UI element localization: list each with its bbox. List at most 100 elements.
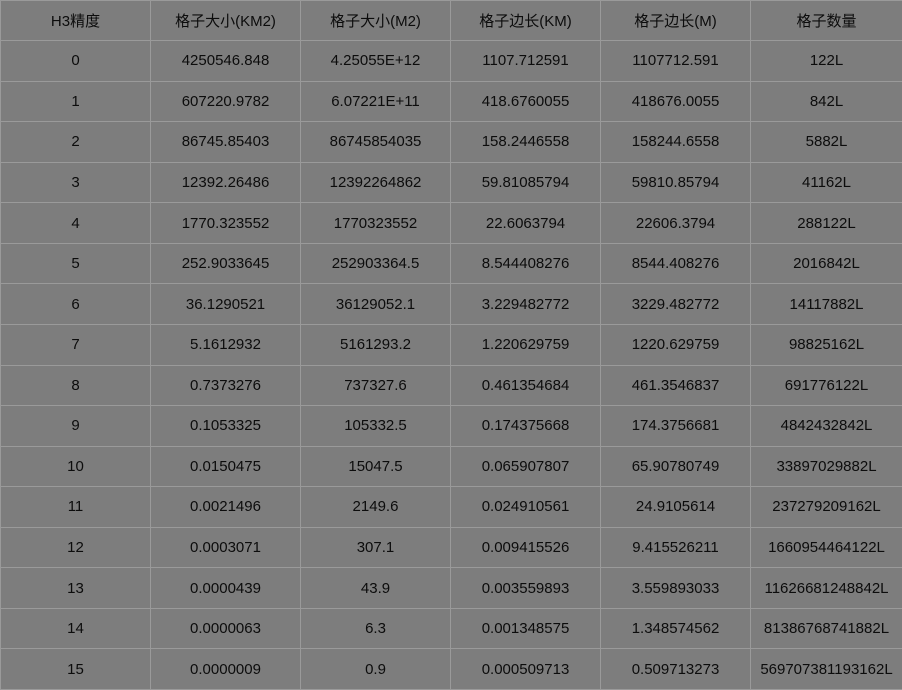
cell-count: 81386768741882L — [750, 607, 902, 650]
cell-edge-m: 0.509713273 — [600, 648, 751, 690]
table-row: 0 4250546.848 4.25055E+12 1107.712591 11… — [0, 40, 902, 82]
cell-edge-km: 0.001348575 — [450, 607, 601, 650]
cell-resolution: 8 — [0, 364, 151, 407]
cell-count: 288122L — [750, 202, 902, 244]
table-row: 6 36.1290521 36129052.1 3.229482772 3229… — [0, 283, 902, 325]
cell-area-m2: 6.3 — [300, 607, 451, 650]
cell-edge-m: 3229.482772 — [600, 283, 751, 325]
cell-edge-km: 0.461354684 — [450, 364, 601, 407]
table-row: 3 12392.26486 12392264862 59.81085794 59… — [0, 161, 902, 204]
table-row: 13 0.0000439 43.9 0.003559893 3.55989303… — [0, 567, 902, 609]
cell-area-m2: 2149.6 — [300, 486, 451, 528]
cell-resolution: 0 — [0, 40, 151, 82]
cell-resolution: 6 — [0, 283, 151, 325]
cell-edge-m: 65.90780749 — [600, 445, 751, 488]
cell-resolution: 7 — [0, 323, 151, 366]
cell-edge-m: 59810.85794 — [600, 161, 751, 204]
cell-count: 33897029882L — [750, 445, 902, 488]
table-row: 10 0.0150475 15047.5 0.065907807 65.9078… — [0, 445, 902, 488]
cell-resolution: 2 — [0, 121, 151, 163]
cell-edge-km: 1107.712591 — [450, 40, 601, 82]
cell-area-km2: 12392.26486 — [150, 161, 301, 204]
cell-resolution: 15 — [0, 648, 151, 690]
cell-area-km2: 36.1290521 — [150, 283, 301, 325]
cell-area-km2: 5.1612932 — [150, 323, 301, 366]
cell-edge-m: 8544.408276 — [600, 242, 751, 285]
cell-area-km2: 0.0003071 — [150, 526, 301, 569]
cell-edge-km: 3.229482772 — [450, 283, 601, 325]
cell-resolution: 12 — [0, 526, 151, 569]
cell-resolution: 4 — [0, 202, 151, 244]
cell-count: 1660954464122L — [750, 526, 902, 569]
table-row: 9 0.1053325 105332.5 0.174375668 174.375… — [0, 405, 902, 447]
cell-count: 2016842L — [750, 242, 902, 285]
cell-count: 14117882L — [750, 283, 902, 325]
cell-resolution: 13 — [0, 567, 151, 609]
cell-area-km2: 0.0150475 — [150, 445, 301, 488]
cell-area-m2: 43.9 — [300, 567, 451, 609]
cell-area-m2: 86745854035 — [300, 121, 451, 163]
cell-area-m2: 1770323552 — [300, 202, 451, 244]
cell-edge-km: 1.220629759 — [450, 323, 601, 366]
cell-area-km2: 0.1053325 — [150, 405, 301, 447]
cell-edge-m: 1220.629759 — [600, 323, 751, 366]
cell-edge-km: 0.000509713 — [450, 648, 601, 690]
cell-edge-m: 461.3546837 — [600, 364, 751, 407]
header-cell-count: 格子数量 — [750, 0, 902, 41]
cell-area-m2: 105332.5 — [300, 405, 451, 447]
cell-edge-km: 0.024910561 — [450, 486, 601, 528]
table-header: H3精度 格子大小(KM2) 格子大小(M2) 格子边长(KM) 格子边长(M)… — [0, 0, 902, 41]
cell-count: 98825162L — [750, 323, 902, 366]
cell-edge-km: 0.174375668 — [450, 405, 601, 447]
cell-edge-m: 1.348574562 — [600, 607, 751, 650]
cell-edge-km: 418.6760055 — [450, 80, 601, 123]
cell-edge-km: 0.003559893 — [450, 567, 601, 609]
cell-area-km2: 4250546.848 — [150, 40, 301, 82]
cell-edge-m: 9.415526211 — [600, 526, 751, 569]
cell-edge-m: 3.559893033 — [600, 567, 751, 609]
cell-edge-km: 8.544408276 — [450, 242, 601, 285]
header-cell-area-km2: 格子大小(KM2) — [150, 0, 301, 41]
cell-area-m2: 6.07221E+11 — [300, 80, 451, 123]
cell-area-m2: 36129052.1 — [300, 283, 451, 325]
cell-count: 5882L — [750, 121, 902, 163]
cell-area-km2: 0.0000063 — [150, 607, 301, 650]
table-row: 5 252.9033645 252903364.5 8.544408276 85… — [0, 242, 902, 285]
cell-area-km2: 0.0000009 — [150, 648, 301, 690]
cell-edge-km: 158.2446558 — [450, 121, 601, 163]
table-body: 0 4250546.848 4.25055E+12 1107.712591 11… — [0, 40, 902, 690]
cell-area-m2: 252903364.5 — [300, 242, 451, 285]
table-row: 15 0.0000009 0.9 0.000509713 0.509713273… — [0, 648, 902, 690]
table-row: 8 0.7373276 737327.6 0.461354684 461.354… — [0, 364, 902, 407]
header-edge-length-km: 格子边长(KM) — [450, 0, 601, 41]
cell-count: 691776122L — [750, 364, 902, 407]
cell-area-km2: 0.7373276 — [150, 364, 301, 407]
cell-resolution: 3 — [0, 161, 151, 204]
cell-count: 4842432842L — [750, 405, 902, 447]
cell-edge-km: 22.6063794 — [450, 202, 601, 244]
cell-edge-m: 174.3756681 — [600, 405, 751, 447]
table-row: 4 1770.323552 1770323552 22.6063794 2260… — [0, 202, 902, 244]
table-row: 1 607220.9782 6.07221E+11 418.6760055 41… — [0, 80, 902, 123]
table-row: 2 86745.85403 86745854035 158.2446558 15… — [0, 121, 902, 163]
cell-resolution: 10 — [0, 445, 151, 488]
cell-resolution: 5 — [0, 242, 151, 285]
cell-resolution: 11 — [0, 486, 151, 528]
cell-edge-m: 22606.3794 — [600, 202, 751, 244]
cell-edge-km: 0.009415526 — [450, 526, 601, 569]
cell-area-m2: 4.25055E+12 — [300, 40, 451, 82]
header-h3-resolution: H3精度 — [0, 0, 151, 41]
table-row: 11 0.0021496 2149.6 0.024910561 24.91056… — [0, 486, 902, 528]
cell-area-km2: 1770.323552 — [150, 202, 301, 244]
cell-area-m2: 0.9 — [300, 648, 451, 690]
header-cell-area-m2: 格子大小(M2) — [300, 0, 451, 41]
cell-area-m2: 737327.6 — [300, 364, 451, 407]
cell-edge-m: 1107712.591 — [600, 40, 751, 82]
cell-area-km2: 0.0000439 — [150, 567, 301, 609]
cell-count: 842L — [750, 80, 902, 123]
cell-resolution: 14 — [0, 607, 151, 650]
cell-edge-km: 59.81085794 — [450, 161, 601, 204]
cell-edge-m: 418676.0055 — [600, 80, 751, 123]
cell-count: 237279209162L — [750, 486, 902, 528]
